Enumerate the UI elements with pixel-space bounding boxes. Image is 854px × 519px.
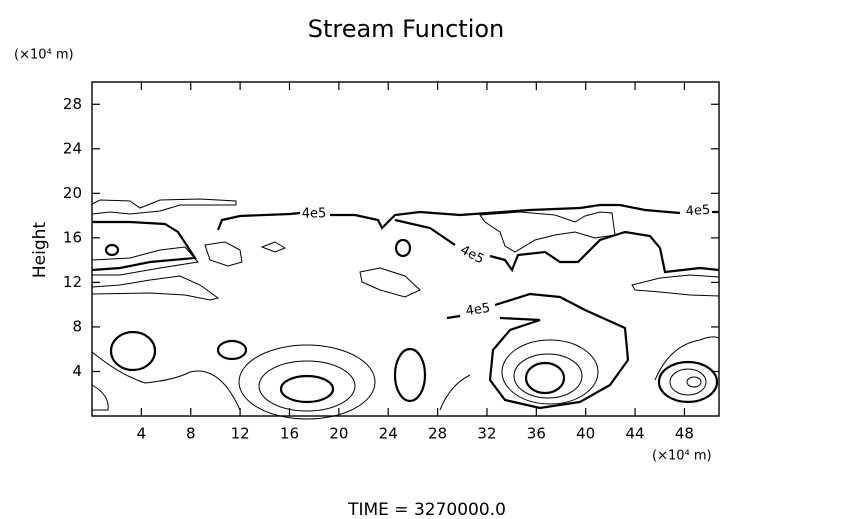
contour-line	[104, 243, 120, 257]
x-tick-label: 16	[280, 425, 299, 443]
contour-line	[91, 220, 197, 272]
y-tick-label: 12	[63, 273, 82, 291]
x-tick-label: 40	[576, 425, 595, 443]
contour-line	[238, 344, 376, 420]
y-tick-label: 20	[63, 184, 82, 202]
contour-line	[524, 361, 566, 395]
contour-line	[258, 360, 356, 412]
contour-line	[394, 238, 412, 258]
x-tick-label: 48	[675, 425, 694, 443]
contour-line	[631, 274, 720, 297]
footer: TIME = 3270000.0	[347, 500, 506, 519]
x-tick-label: 20	[329, 425, 348, 443]
x-unit: (×10⁴ m)	[652, 449, 712, 464]
y-axis-label: Height	[30, 222, 50, 279]
plot-frame	[91, 81, 720, 417]
contour-label: 4e5	[465, 301, 491, 319]
contour-line	[501, 339, 599, 405]
y-tick-label: 8	[72, 317, 82, 335]
contour-line	[260, 241, 287, 253]
contour-line	[686, 376, 702, 388]
x-tick-label: 12	[231, 425, 250, 443]
contour-line	[91, 351, 241, 411]
contour-line	[394, 218, 720, 274]
x-tick-label: 8	[186, 425, 196, 443]
x-tick-label: 24	[379, 425, 398, 443]
contour-line	[669, 368, 707, 396]
contour-line	[513, 353, 583, 399]
y-tick-label: 4	[72, 362, 82, 380]
contours	[91, 198, 720, 420]
contour-label: 4e5	[458, 243, 487, 268]
contour-line	[446, 292, 630, 410]
contour-line	[393, 347, 427, 403]
contour-line	[359, 267, 421, 298]
chart-title: Stream Function	[308, 15, 505, 43]
contour-line	[91, 246, 199, 276]
y-tick-label: 28	[63, 95, 82, 113]
x-tick-label: 44	[626, 425, 645, 443]
x-tick-label: 32	[477, 425, 496, 443]
contour-line	[91, 198, 237, 215]
contour-label: 4e5	[302, 207, 327, 222]
contour-line	[91, 384, 109, 411]
contour-line	[439, 374, 471, 411]
contour-line	[91, 275, 220, 301]
contour-label: 4e5	[685, 203, 711, 220]
contour-line	[657, 360, 719, 404]
contour-line	[654, 336, 720, 381]
x-tick-label: 28	[428, 425, 447, 443]
y-unit: (×10⁴ m)	[14, 48, 74, 63]
contour-line	[204, 241, 243, 267]
contour-line	[479, 211, 616, 253]
contour-line	[216, 203, 719, 231]
x-tick-label: 36	[527, 425, 546, 443]
contour-line	[279, 374, 335, 404]
contour-line	[109, 330, 157, 372]
contour-line	[216, 339, 248, 361]
y-tick-label: 16	[63, 228, 82, 246]
x-tick-label: 4	[137, 425, 147, 443]
y-tick-label: 24	[63, 139, 82, 157]
